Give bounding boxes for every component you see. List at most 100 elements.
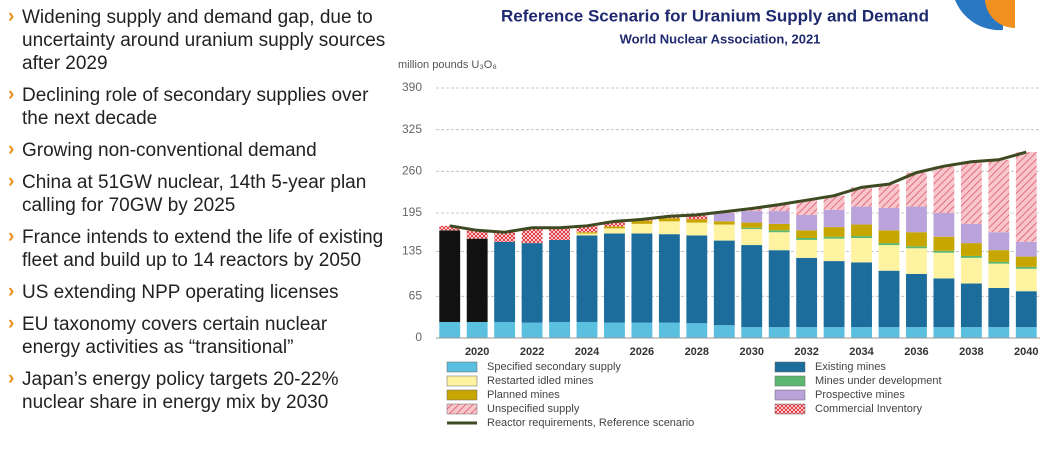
bar-segment [906,172,927,207]
y-tick-label: 135 [402,244,422,258]
x-tick-label: 2026 [630,346,654,358]
bar-segment [713,224,735,241]
bar-segment [796,327,818,338]
bar-segment [466,238,488,322]
bar-segment [768,230,790,233]
bar-segment [686,219,708,223]
x-tick-label: 2030 [739,346,763,358]
bar-segment [686,323,708,338]
x-tick-label: 2024 [575,346,600,358]
y-tick-label: 0 [415,330,422,344]
bar-segment [906,248,927,274]
bar-segment [1015,268,1037,292]
bullet: China at 51GW nuclear, 14th 5-year plan … [6,170,386,217]
legend-swatch [446,361,478,373]
bar-segment [960,327,982,338]
chart-subtitle: World Nuclear Association, 2021 [620,31,821,46]
legend-label: Unspecified supply [487,403,580,415]
bar-segment [851,187,872,207]
bar-segment [960,161,982,224]
bar-segment [851,238,872,263]
legend-swatch [446,403,478,415]
bar-segment [576,225,598,233]
bar-segment [933,278,955,328]
bar-segment [741,245,763,328]
bar-segment [878,207,900,231]
bar-segment [878,184,900,208]
bar-segment [933,166,955,213]
bar-segment [686,214,708,220]
bar-segment [768,232,790,251]
bar-segment [521,243,543,323]
bar-segment [878,245,900,271]
y-tick-label: 325 [402,122,422,136]
bar-segment [823,227,845,237]
bar-segment [796,200,818,215]
x-tick-label: 2036 [904,346,928,358]
logo [955,0,1015,31]
bar-segment [933,327,955,338]
bar-segment [796,238,818,240]
x-tick-label: 2022 [520,346,544,358]
legend-swatch [774,403,806,415]
legend-label: Existing mines [815,361,886,373]
bar-segment [713,240,735,326]
bar-segment [713,213,735,222]
bar-segment [1015,327,1037,338]
bar-segment [768,204,790,212]
bar-segment [988,250,1010,262]
chart-title: Reference Scenario for Uranium Supply an… [501,6,929,25]
legend-label: Planned mines [487,389,560,401]
bar-segment [494,232,516,242]
bar-segment [1015,152,1037,242]
y-tick-label: 260 [402,164,422,178]
bar-segment [960,257,982,284]
bar-segment [906,327,927,338]
bar-segment [851,206,872,225]
legend-label: Commercial Inventory [815,403,922,415]
bar-segment [933,236,955,251]
bar-segment [906,232,927,247]
y-axis-label: million pounds U₃O₈ [398,59,497,71]
bar-segment [878,327,900,338]
bar-segment [686,222,708,236]
bar-segment [988,288,1010,328]
bar-segment [768,223,790,231]
bar-segment [741,211,763,223]
bar-segment [631,223,653,234]
bar-segment [576,233,598,236]
bar-segment [878,243,900,246]
bar-segment [768,211,790,224]
bullet: US extending NPP operating licenses [6,280,386,304]
bar-segment [906,273,927,328]
bar-segment [494,241,516,322]
bar-segment [439,321,461,338]
bar-segment [439,230,461,322]
bullet: France intends to extend the life of exi… [6,225,386,272]
bar-segment [796,257,818,328]
legend-label: Reactor requirements, Reference scenario [487,417,694,429]
bar-segment [1015,256,1037,267]
line-series [449,150,1027,234]
bar-segment [988,261,1010,264]
bar-segment [851,224,872,237]
bar-segment [851,327,872,338]
bar-segment [549,321,570,338]
bar-segment [906,246,927,249]
bar-segment [439,225,461,231]
bar-segment [686,235,708,324]
x-tick-label: 2028 [685,346,709,358]
legend-swatch [446,389,478,401]
bar-segment [466,230,488,239]
bar-segment [823,195,845,210]
bar-segment [741,222,763,228]
bullet: Widening supply and demand gap, due to u… [6,5,386,75]
bar-segment [658,221,680,235]
x-tick-label: 2020 [465,346,489,358]
bar-segment [933,213,955,237]
bar-segment [604,221,625,227]
bar-segment [933,252,955,279]
legend-swatch [774,375,806,387]
